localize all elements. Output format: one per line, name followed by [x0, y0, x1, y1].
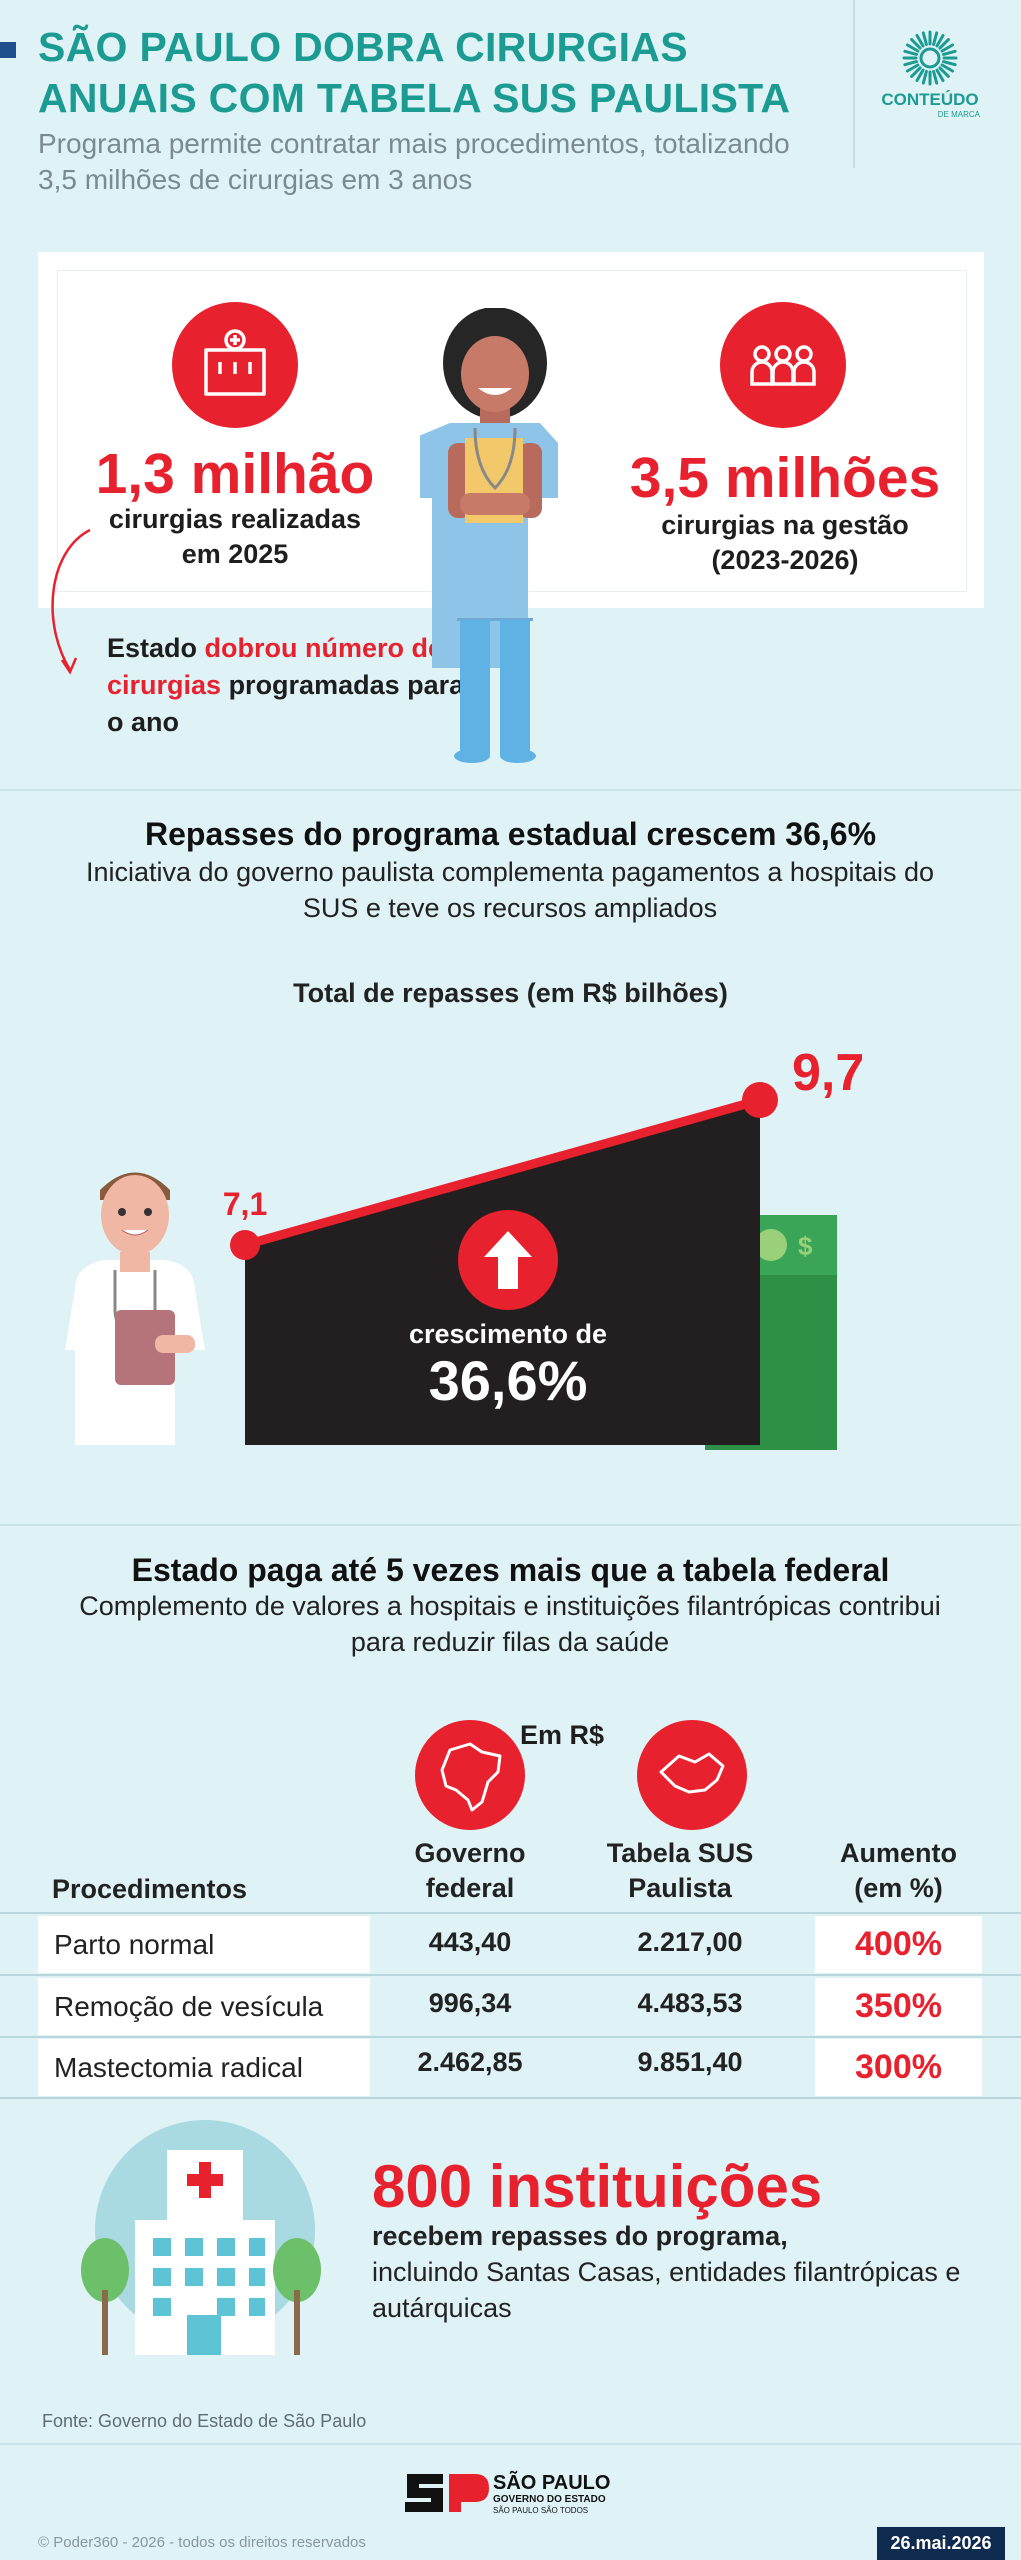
- col-header-federal: Governo federal: [414, 1838, 526, 1903]
- col-header-procedimentos: Procedimentos: [52, 1874, 248, 1904]
- note-highlight: dobrou número de cirurgias: [107, 633, 444, 700]
- repasses-subtitle: Iniciativa do governo paulista complemen…: [85, 857, 935, 923]
- brand-label: CONTEÚDO: [881, 90, 979, 109]
- surgeries-gestao-label: cirurgias na gestão (2023-2026): [661, 510, 909, 575]
- table-cell-federal: 443,40: [428, 1927, 512, 1957]
- doubled-note: Estado dobrou número de cirurgias progra…: [107, 630, 487, 741]
- brand-sublabel: DE MARCA: [937, 110, 980, 119]
- surgeries-gestao-value: 3,5 milhões: [629, 446, 941, 510]
- sao-paulo-map-icon: [637, 1720, 747, 1830]
- brazil-map-icon: [415, 1720, 525, 1830]
- data-point-set-2025: [230, 1230, 260, 1260]
- publish-date-badge: 26.mai.2026: [877, 2527, 1005, 2560]
- nurse-illustration: [420, 308, 558, 763]
- surgeries-2025-value: 1,3 milhão: [95, 442, 375, 506]
- curved-arrow-icon: [51, 528, 91, 675]
- section-divider: [0, 789, 1021, 791]
- table-cell-pct: 400%: [815, 1916, 982, 1973]
- sunburst-icon: [902, 30, 958, 86]
- sunburst-ray: [921, 31, 928, 46]
- gov-logo-slogan: SÃO PAULO SÃO TODOS: [493, 2506, 589, 2515]
- table-cell-sus: 4.483,53: [637, 1988, 743, 2018]
- sunburst-ray: [910, 38, 922, 50]
- page-subtitle: Programa permite contratar mais procedim…: [38, 128, 790, 195]
- table-cell-federal: 996,34: [428, 1988, 512, 2018]
- gov-logo-title: SÃO PAULO: [493, 2472, 611, 2494]
- sp-emblem-icon: [405, 2474, 489, 2512]
- footer-divider: [0, 2443, 1021, 2445]
- currency-unit: Em R$: [520, 1720, 605, 1750]
- note-text-start: Estado: [107, 633, 205, 663]
- surgeries-2025-label: cirurgias realizadas em 2025: [108, 504, 362, 569]
- hospital-icon: [172, 302, 298, 428]
- sunburst-ray: [942, 49, 957, 56]
- data-point-mai-2026: [742, 1082, 778, 1118]
- sunburst-ray: [915, 34, 925, 48]
- instituicoes-value: 800 instituições: [372, 2153, 823, 2220]
- header-divider: [853, 0, 855, 168]
- repasses-title: Repasses do programa estadual crescem 36…: [144, 816, 877, 852]
- sunburst-ray: [915, 68, 925, 82]
- sunburst-ray: [940, 63, 954, 73]
- sunburst-ray: [938, 66, 950, 78]
- growth-value: 36,6%: [429, 1349, 588, 1412]
- table-row-rule: [0, 2097, 1021, 2099]
- table-row-name: Parto normal: [38, 1916, 370, 1973]
- table-cell-pct: 300%: [815, 2039, 982, 2096]
- sunburst-ray: [932, 70, 939, 85]
- sunburst-ray: [938, 38, 950, 50]
- table-cell-sus: 2.217,00: [637, 1927, 743, 1957]
- sunburst-ray: [903, 60, 918, 67]
- copyright: © Poder360 - 2026 - todos os direitos re…: [38, 2534, 366, 2551]
- header-accent-mark: [0, 42, 16, 58]
- sunburst-ray: [903, 49, 918, 56]
- table-row-rule: [0, 1974, 1021, 1976]
- money-dollar-right: $: [798, 1231, 813, 1261]
- sunburst-ray: [942, 60, 957, 67]
- table-row-name: Remoção de vesícula: [38, 1978, 370, 2035]
- section-divider: [0, 1524, 1021, 1526]
- instituicoes-desc-rest: incluindo Santas Casas, entidades filant…: [372, 2257, 961, 2323]
- sunburst-ray: [935, 34, 945, 48]
- table-header-rule: [0, 1912, 1021, 1914]
- chart-title: Total de repasses (em R$ bilhões): [293, 978, 728, 1008]
- table-cell-sus: 9.851,40: [637, 2047, 743, 2077]
- gov-logo-subtitle: GOVERNO DO ESTADO: [493, 2494, 606, 2505]
- data-label-mai-2026: 9,7: [792, 1045, 864, 1102]
- sunburst-ray: [935, 68, 945, 82]
- sunburst-ray: [932, 31, 939, 46]
- instituicoes-desc: recebem repasses do programa, incluindo …: [372, 2218, 992, 2326]
- sunburst-ray: [910, 66, 922, 78]
- sunburst-ray: [906, 43, 920, 53]
- hospital-building-illustration: [81, 2120, 321, 2355]
- note-text-end: programadas para o ano: [107, 670, 465, 737]
- money-coin: [755, 1229, 787, 1261]
- conteudo-de-marca-logo: CONTEÚDO DE MARCA: [880, 28, 980, 124]
- col-header-aumento: Aumento (em %): [840, 1838, 957, 1903]
- table-cell-pct: 350%: [815, 1978, 982, 2035]
- governo-sp-logo: SÃO PAULO GOVERNO DO ESTADO SÃO PAULO SÃ…: [405, 2470, 625, 2518]
- table-row-rule: [0, 2036, 1021, 2038]
- instituicoes-desc-bold: recebem repasses do programa,: [372, 2221, 788, 2251]
- up-arrow-icon: [484, 1231, 532, 1289]
- col-header-sus: Tabela SUS Paulista: [606, 1838, 754, 1903]
- tabela-title: Estado paga até 5 vezes mais que a tabel…: [131, 1552, 890, 1588]
- sunburst-ray: [906, 63, 920, 73]
- table-row-name: Mastectomia radical: [38, 2039, 370, 2096]
- growth-label: crescimento de: [409, 1319, 607, 1349]
- series-line: [240, 1095, 765, 1250]
- page-title: SÃO PAULO DOBRA CIRURGIAS ANUAIS COM TAB…: [38, 24, 791, 121]
- sunburst-ray: [940, 43, 954, 53]
- doctor-illustration: [65, 1172, 205, 1445]
- table-cell-federal: 2.462,85: [417, 2047, 523, 2077]
- source-note: Fonte: Governo do Estado de São Paulo: [42, 2411, 367, 2431]
- sunburst-ray: [921, 70, 928, 85]
- repasses-chart: $ $ 7,1 9,7 set.2025 mai.2026 cresciment…: [223, 1045, 864, 1450]
- data-label-set-2025: 7,1: [223, 1186, 267, 1222]
- tabela-subtitle: Complemento de valores a hospitais e ins…: [79, 1591, 941, 1657]
- people-icon: [720, 302, 846, 428]
